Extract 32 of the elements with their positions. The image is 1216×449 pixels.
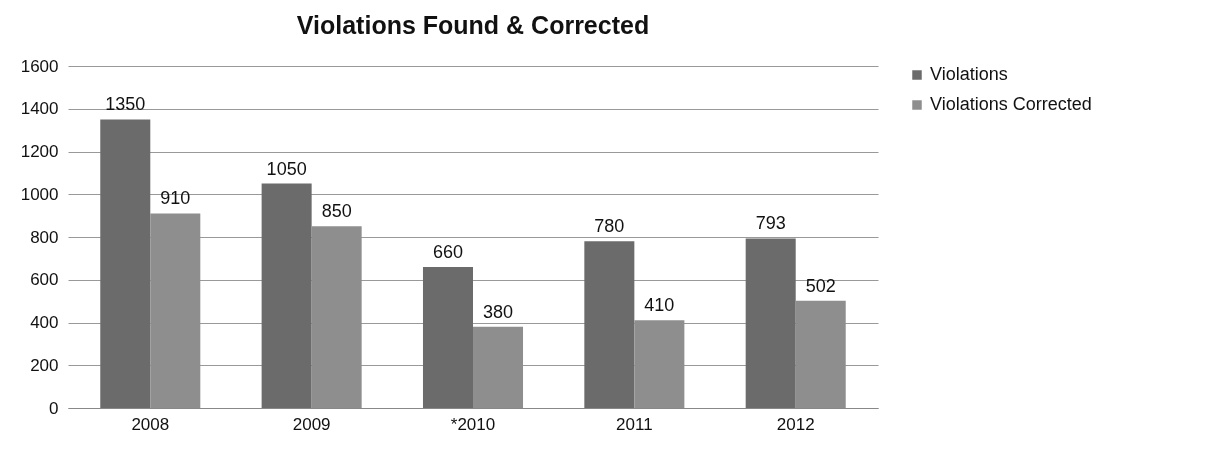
chart-title: Violations Found & Corrected [296,11,650,39]
x-tick-label: 2011 [616,414,653,434]
data-label: 502 [805,275,836,296]
bar [261,183,312,408]
y-tick-label: 0 [49,398,59,418]
bar [584,241,635,408]
data-label: 380 [482,301,514,322]
data-label: 1350 [105,94,146,115]
data-label: 410 [644,295,675,316]
data-label: 910 [160,188,191,209]
data-label: 660 [432,241,464,262]
y-tick-label: 1000 [20,184,59,204]
data-label: 793 [755,213,786,234]
y-tick-label: 1400 [20,99,59,119]
y-tick-label: 800 [30,227,59,247]
x-tick-label: 2012 [776,414,815,434]
y-tick-label: 600 [30,270,59,290]
data-label: 780 [594,216,625,237]
legend-label: Violations Corrected [930,94,1092,114]
x-tick-label: 2009 [292,414,331,434]
bar [745,238,796,408]
y-tick-label: 1600 [20,56,59,76]
data-label: 850 [321,201,352,222]
data-label: 1050 [266,158,307,179]
legend-label: Violations [930,64,1008,84]
y-tick-label: 200 [30,355,59,375]
y-tick-label: 400 [30,313,59,332]
bar [100,119,151,408]
x-tick-label: 2008 [131,414,170,434]
bar [422,266,473,408]
y-tick-label: 1200 [20,142,59,161]
x-tick-label: *2010 [450,414,496,434]
